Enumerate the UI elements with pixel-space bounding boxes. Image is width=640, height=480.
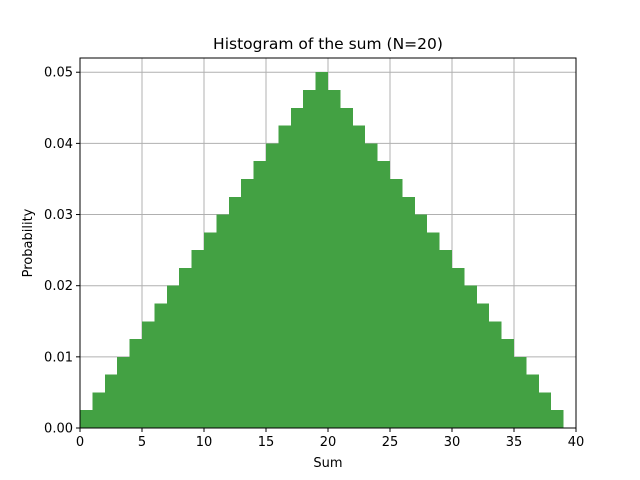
chart-title: Histogram of the sum (N=20)	[213, 35, 443, 53]
x-tick-label: 25	[382, 435, 399, 450]
histogram-bar	[501, 339, 514, 428]
histogram-bar	[303, 90, 316, 429]
histogram-bar	[216, 214, 229, 428]
histogram-bar	[526, 374, 539, 428]
x-tick-label: 30	[444, 435, 461, 450]
histogram-bar	[179, 267, 192, 428]
x-tick-label: 15	[258, 435, 275, 450]
x-axis-ticks: 0 5 10 15 20 25 30 35 40	[76, 428, 584, 450]
histogram-bar	[365, 143, 378, 428]
histogram-bar	[514, 356, 527, 428]
histogram-bar	[538, 392, 552, 428]
histogram-bar	[328, 90, 341, 429]
histogram-bar	[80, 410, 93, 428]
histogram-bar	[142, 321, 155, 428]
x-tick-label: 0	[76, 435, 84, 450]
histogram-bar	[290, 107, 304, 429]
histogram-bar	[104, 374, 118, 428]
histogram-bar	[476, 303, 490, 428]
histogram-bar	[402, 196, 415, 428]
histogram-bar	[414, 214, 428, 428]
histogram-bar	[278, 125, 291, 428]
histogram-bar	[377, 161, 390, 428]
x-tick-label: 35	[506, 435, 523, 450]
histogram-bar	[129, 339, 142, 428]
histogram-bar	[92, 392, 105, 428]
y-tick-label: 0.01	[44, 350, 73, 365]
y-tick-label: 0.00	[44, 422, 73, 437]
histogram-bar	[464, 285, 477, 428]
histogram-bar	[191, 250, 204, 428]
histogram-bar	[439, 250, 452, 428]
histogram-bar	[340, 107, 353, 429]
x-tick-label: 10	[196, 435, 213, 450]
x-tick-label: 20	[320, 435, 337, 450]
y-tick-label: 0.02	[44, 279, 73, 294]
histogram-bar	[352, 125, 366, 428]
histogram-bar	[427, 232, 440, 428]
histogram-bars	[80, 72, 564, 429]
histogram-bar	[166, 285, 180, 428]
histogram-bar	[551, 410, 564, 428]
x-tick-label: 5	[138, 435, 146, 450]
histogram-bar	[154, 303, 167, 428]
y-tick-label: 0.04	[44, 137, 73, 152]
histogram-bar	[228, 196, 242, 428]
y-tick-label: 0.03	[44, 208, 73, 223]
histogram-bar	[390, 178, 403, 428]
histogram-bar	[452, 267, 465, 428]
y-tick-label: 0.05	[44, 66, 73, 81]
histogram-bar	[266, 143, 279, 428]
x-axis-label: Sum	[313, 456, 342, 471]
y-axis-ticks: 0.00 0.01 0.02 0.03 0.04 0.05	[44, 66, 80, 437]
histogram-bar	[315, 72, 328, 428]
histogram-bar	[241, 178, 254, 428]
y-axis-label: Probability	[21, 208, 36, 277]
x-tick-label: 40	[568, 435, 585, 450]
histogram-bar	[204, 232, 217, 428]
histogram-bar	[117, 356, 130, 428]
histogram-bar	[253, 161, 266, 428]
histogram-bar	[489, 321, 502, 428]
